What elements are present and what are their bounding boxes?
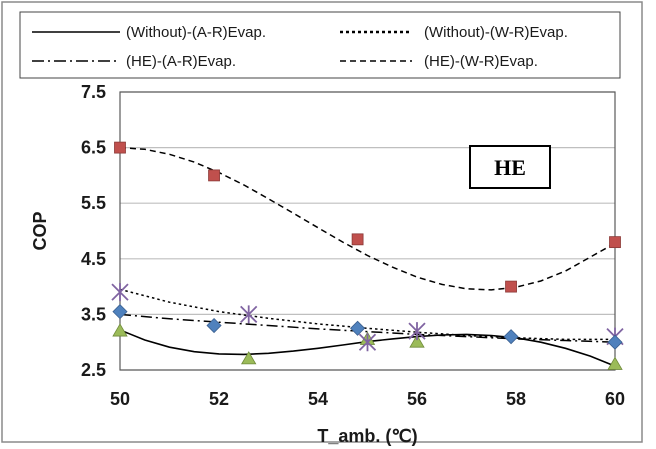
star-marker [358,333,377,352]
legend-label-series-3: (HE)-(A-R)Evap. [126,53,236,70]
markers-series-1 [112,323,623,370]
y-axis-title: COP [30,211,50,250]
x-tick-label: 52 [209,389,229,409]
x-tick-label: 60 [605,389,625,409]
trendline-series-4 [119,146,616,291]
legend-box [19,11,621,79]
y-tick-label: 7.5 [81,82,106,102]
markers-series-2 [111,283,624,352]
triangle-marker [241,351,257,365]
star-marker [408,322,426,341]
y-tick-label: 6.5 [81,138,106,158]
triangle-marker [409,334,425,348]
diamond-marker [112,304,128,320]
diamond-marker [607,334,623,350]
annotation-box [469,145,551,189]
diamond-marker [206,317,222,334]
diamond-marker [503,329,519,345]
x-tick-label: 50 [110,389,130,409]
square-marker [351,233,364,246]
square-marker [114,141,126,154]
square-marker [505,280,517,293]
triangle-marker [112,323,128,337]
x-tick-label: 56 [407,389,427,409]
x-axis-title: T_amb. (℃) [317,426,417,446]
square-marker [208,169,220,182]
y-tick-label: 3.5 [81,304,106,324]
x-tick-label: 54 [308,389,328,409]
y-tick-label: 5.5 [81,193,106,213]
y-tick-label: 2.5 [81,360,106,380]
legend-label-series-4: (HE)-(W-R)Evap. [424,53,538,70]
star-marker [240,305,258,324]
plot-area [119,91,616,371]
markers-series-3 [112,304,623,350]
markers-series-4 [114,141,621,293]
annotation-label: HE [494,155,526,180]
legend-label-series-1: (Without)-(A-R)Evap. [126,24,266,41]
data-markers [111,141,624,370]
legend-label-series-2: (Without)-(W-R)Evap. [424,24,568,41]
x-axis-ticks: 50 52 54 56 58 60 [110,389,625,409]
x-tick-label: 58 [506,389,526,409]
square-marker [609,236,621,249]
diamond-marker [350,320,366,336]
y-axis-ticks: 2.5 3.5 4.5 5.5 6.5 7.5 [81,82,106,380]
legend: (Without)-(A-R)Evap. (Without)-(W-R)Evap.… [32,24,568,70]
triangle-marker [607,356,623,370]
star-marker [111,283,129,302]
y-tick-label: 4.5 [81,249,106,269]
trendline-series-2 [119,288,615,341]
